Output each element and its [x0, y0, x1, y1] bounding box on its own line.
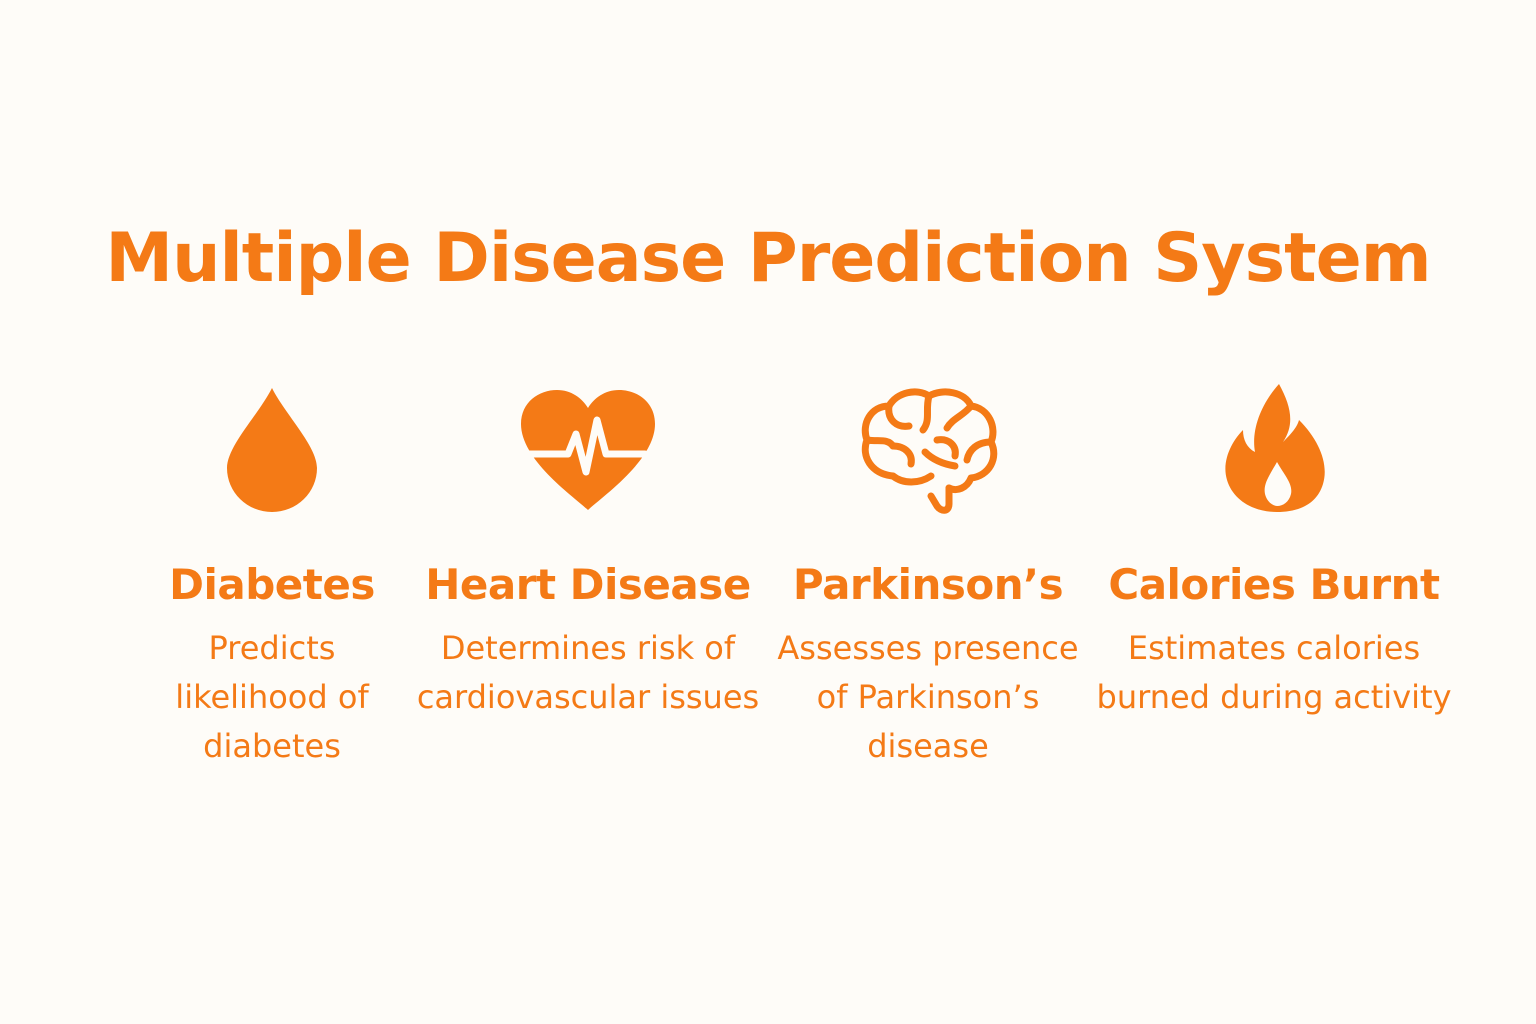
- brain-icon: [861, 388, 998, 514]
- feature-name: Calories Burnt: [1108, 560, 1440, 609]
- feature-description: Predicts likelihood of diabetes: [175, 629, 369, 766]
- feature-card-calories-burnt: Calories Burnt Estimates calories burned…: [1094, 380, 1454, 722]
- feature-card-heart-disease: Heart Disease Determines risk of cardiov…: [408, 380, 768, 722]
- feature-card-parkinsons: Parkinson’s Assesses presence of Parkins…: [748, 380, 1108, 771]
- page-title: Multiple Disease Prediction System: [105, 219, 1431, 298]
- feature-description: Determines risk of cardiovascular issues: [416, 629, 760, 717]
- heart-pulse-icon: [521, 390, 655, 510]
- blood-drop-icon: [227, 388, 317, 512]
- feature-name: Parkinson’s: [792, 560, 1064, 609]
- flame-icon: [1225, 384, 1325, 512]
- feature-description: Estimates calories burned during activit…: [1096, 629, 1452, 717]
- feature-name: Heart Disease: [425, 560, 751, 609]
- feature-name: Diabetes: [169, 560, 375, 609]
- feature-description: Assesses presence of Parkinson’s disease: [777, 629, 1079, 766]
- feature-card-diabetes: Diabetes Predicts likelihood of diabetes: [92, 380, 452, 771]
